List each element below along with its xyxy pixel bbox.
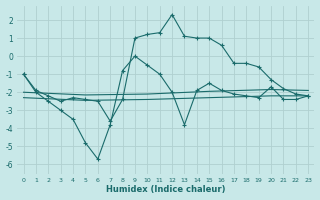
X-axis label: Humidex (Indice chaleur): Humidex (Indice chaleur): [106, 185, 226, 194]
